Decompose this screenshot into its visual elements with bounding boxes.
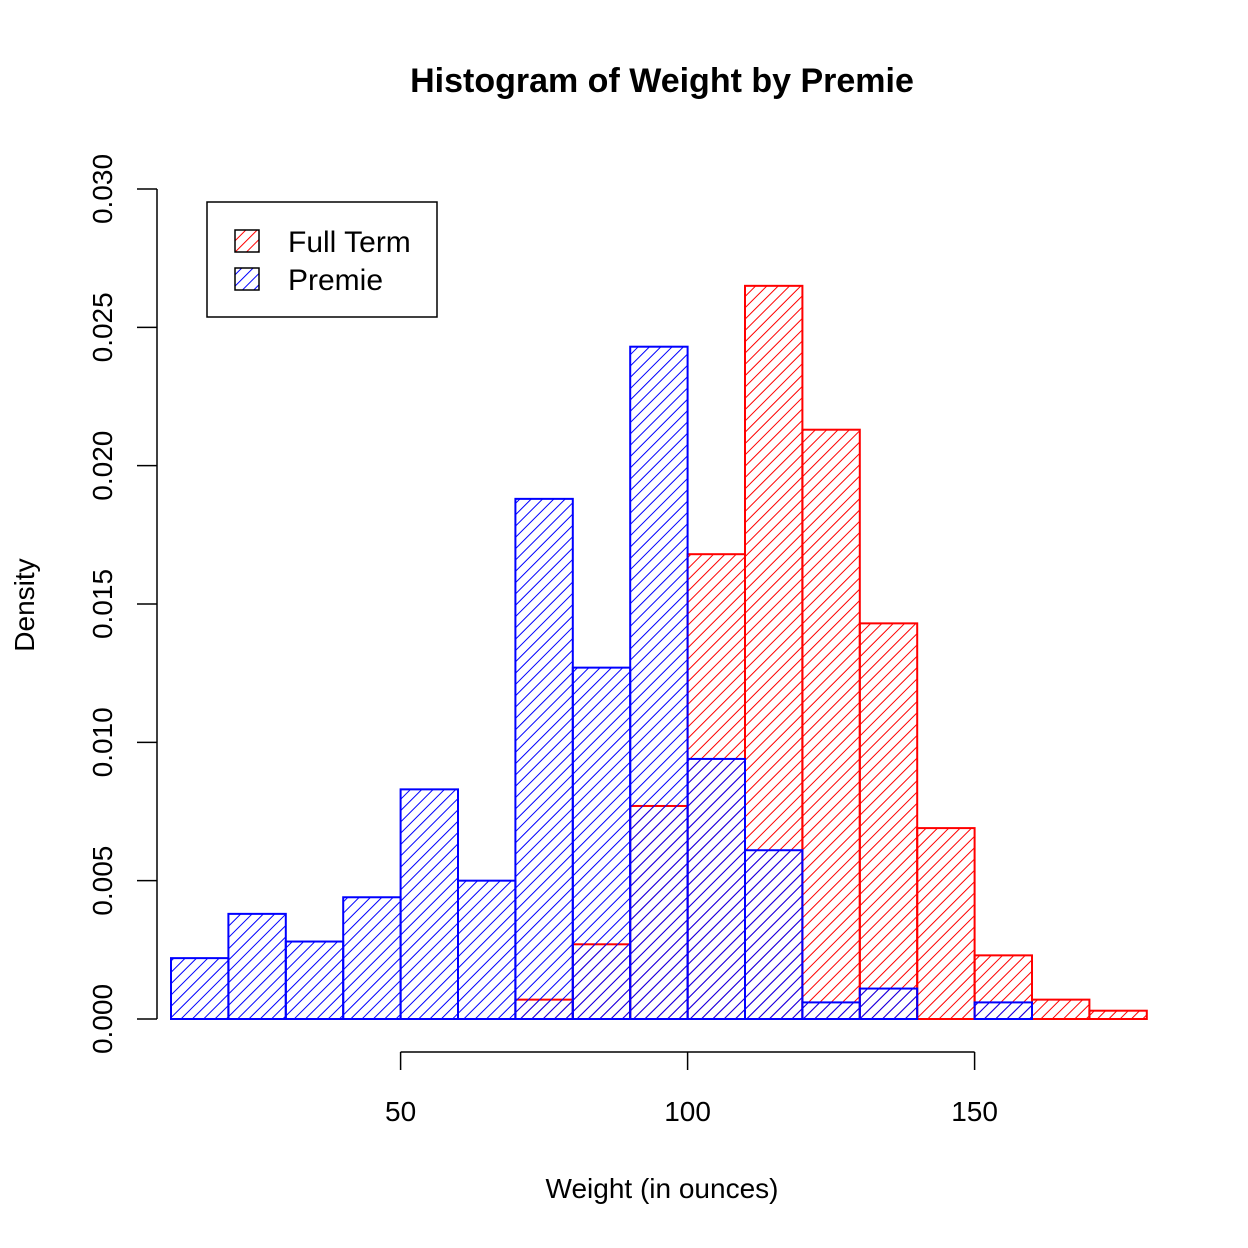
bars-layer bbox=[170, 284, 1148, 1021]
y-tick-label: 0.005 bbox=[87, 846, 118, 916]
bar-full-term-160 bbox=[1031, 998, 1091, 1021]
y-axis: 0.000 0.005 0.010 0.015 0.020 0.025 0.030 bbox=[87, 154, 158, 1054]
y-tick-label: 0.015 bbox=[87, 569, 118, 639]
x-tick-label: 150 bbox=[951, 1096, 998, 1127]
chart-title: Histogram of Weight by Premie bbox=[410, 62, 914, 100]
bar-full-term-130 bbox=[858, 622, 919, 1020]
bar-premie-10 bbox=[170, 957, 230, 1021]
y-tick-label: 0.030 bbox=[87, 154, 118, 224]
legend-box bbox=[206, 201, 438, 318]
bar-full-term-140 bbox=[916, 827, 976, 1020]
bar-premie-60 bbox=[457, 879, 517, 1021]
bar-full-term-120 bbox=[801, 428, 861, 1020]
legend-label-premie: Premie bbox=[288, 264, 383, 297]
series-premie bbox=[170, 345, 1033, 1021]
bar-premie-30 bbox=[284, 940, 345, 1020]
bar-premie-150 bbox=[973, 1001, 1033, 1021]
bar-premie-90 bbox=[629, 345, 689, 1020]
x-tick-label: 100 bbox=[664, 1096, 711, 1127]
bar-premie-50 bbox=[399, 788, 460, 1020]
bar-premie-20 bbox=[227, 912, 287, 1020]
bar-premie-130 bbox=[858, 987, 919, 1020]
bar-full-term-170 bbox=[1088, 1009, 1148, 1021]
legend: Full Term Premie bbox=[206, 201, 438, 318]
legend-swatch-premie bbox=[234, 267, 260, 291]
bar-premie-110 bbox=[744, 849, 804, 1020]
x-tick-label: 50 bbox=[385, 1096, 416, 1127]
y-axis-label: Density bbox=[9, 558, 40, 651]
y-tick-label: 0.010 bbox=[87, 707, 118, 777]
bar-premie-120 bbox=[801, 1001, 861, 1021]
y-tick-label: 0.000 bbox=[87, 984, 118, 1054]
bar-premie-40 bbox=[342, 896, 402, 1020]
bar-premie-100 bbox=[686, 757, 746, 1021]
x-axis: 50 100 150 bbox=[385, 1051, 998, 1127]
y-tick-label: 0.025 bbox=[87, 292, 118, 362]
legend-label-full-term: Full Term bbox=[288, 226, 411, 259]
legend-swatch-full-term bbox=[234, 229, 260, 253]
y-tick-label: 0.020 bbox=[87, 431, 118, 501]
x-axis-label: Weight (in ounces) bbox=[546, 1173, 779, 1204]
bar-premie-80 bbox=[571, 666, 632, 1021]
bar-premie-70 bbox=[514, 497, 574, 1021]
